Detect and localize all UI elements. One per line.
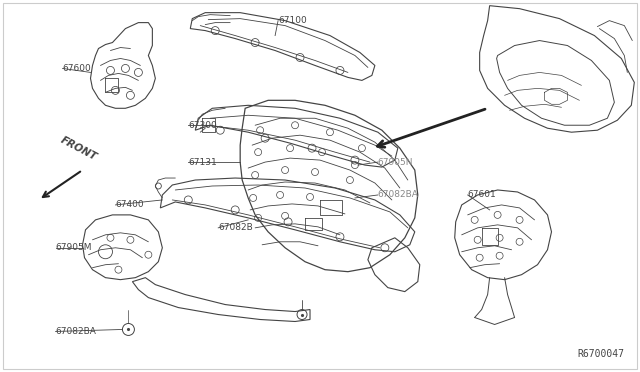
Text: 67905M: 67905M xyxy=(56,243,92,252)
Text: 67082BA: 67082BA xyxy=(378,190,419,199)
Text: 67905N: 67905N xyxy=(378,158,413,167)
Text: R6700047: R6700047 xyxy=(577,349,625,359)
Text: 67601: 67601 xyxy=(468,190,497,199)
Text: 67131: 67131 xyxy=(188,158,217,167)
Text: FRONT: FRONT xyxy=(59,135,99,162)
Text: 67400: 67400 xyxy=(115,201,144,209)
Text: 67300: 67300 xyxy=(188,121,217,130)
Text: 67600: 67600 xyxy=(63,64,92,73)
Text: 67082BA: 67082BA xyxy=(56,327,97,336)
Text: 67100: 67100 xyxy=(278,16,307,25)
Text: 67082B: 67082B xyxy=(218,223,253,232)
